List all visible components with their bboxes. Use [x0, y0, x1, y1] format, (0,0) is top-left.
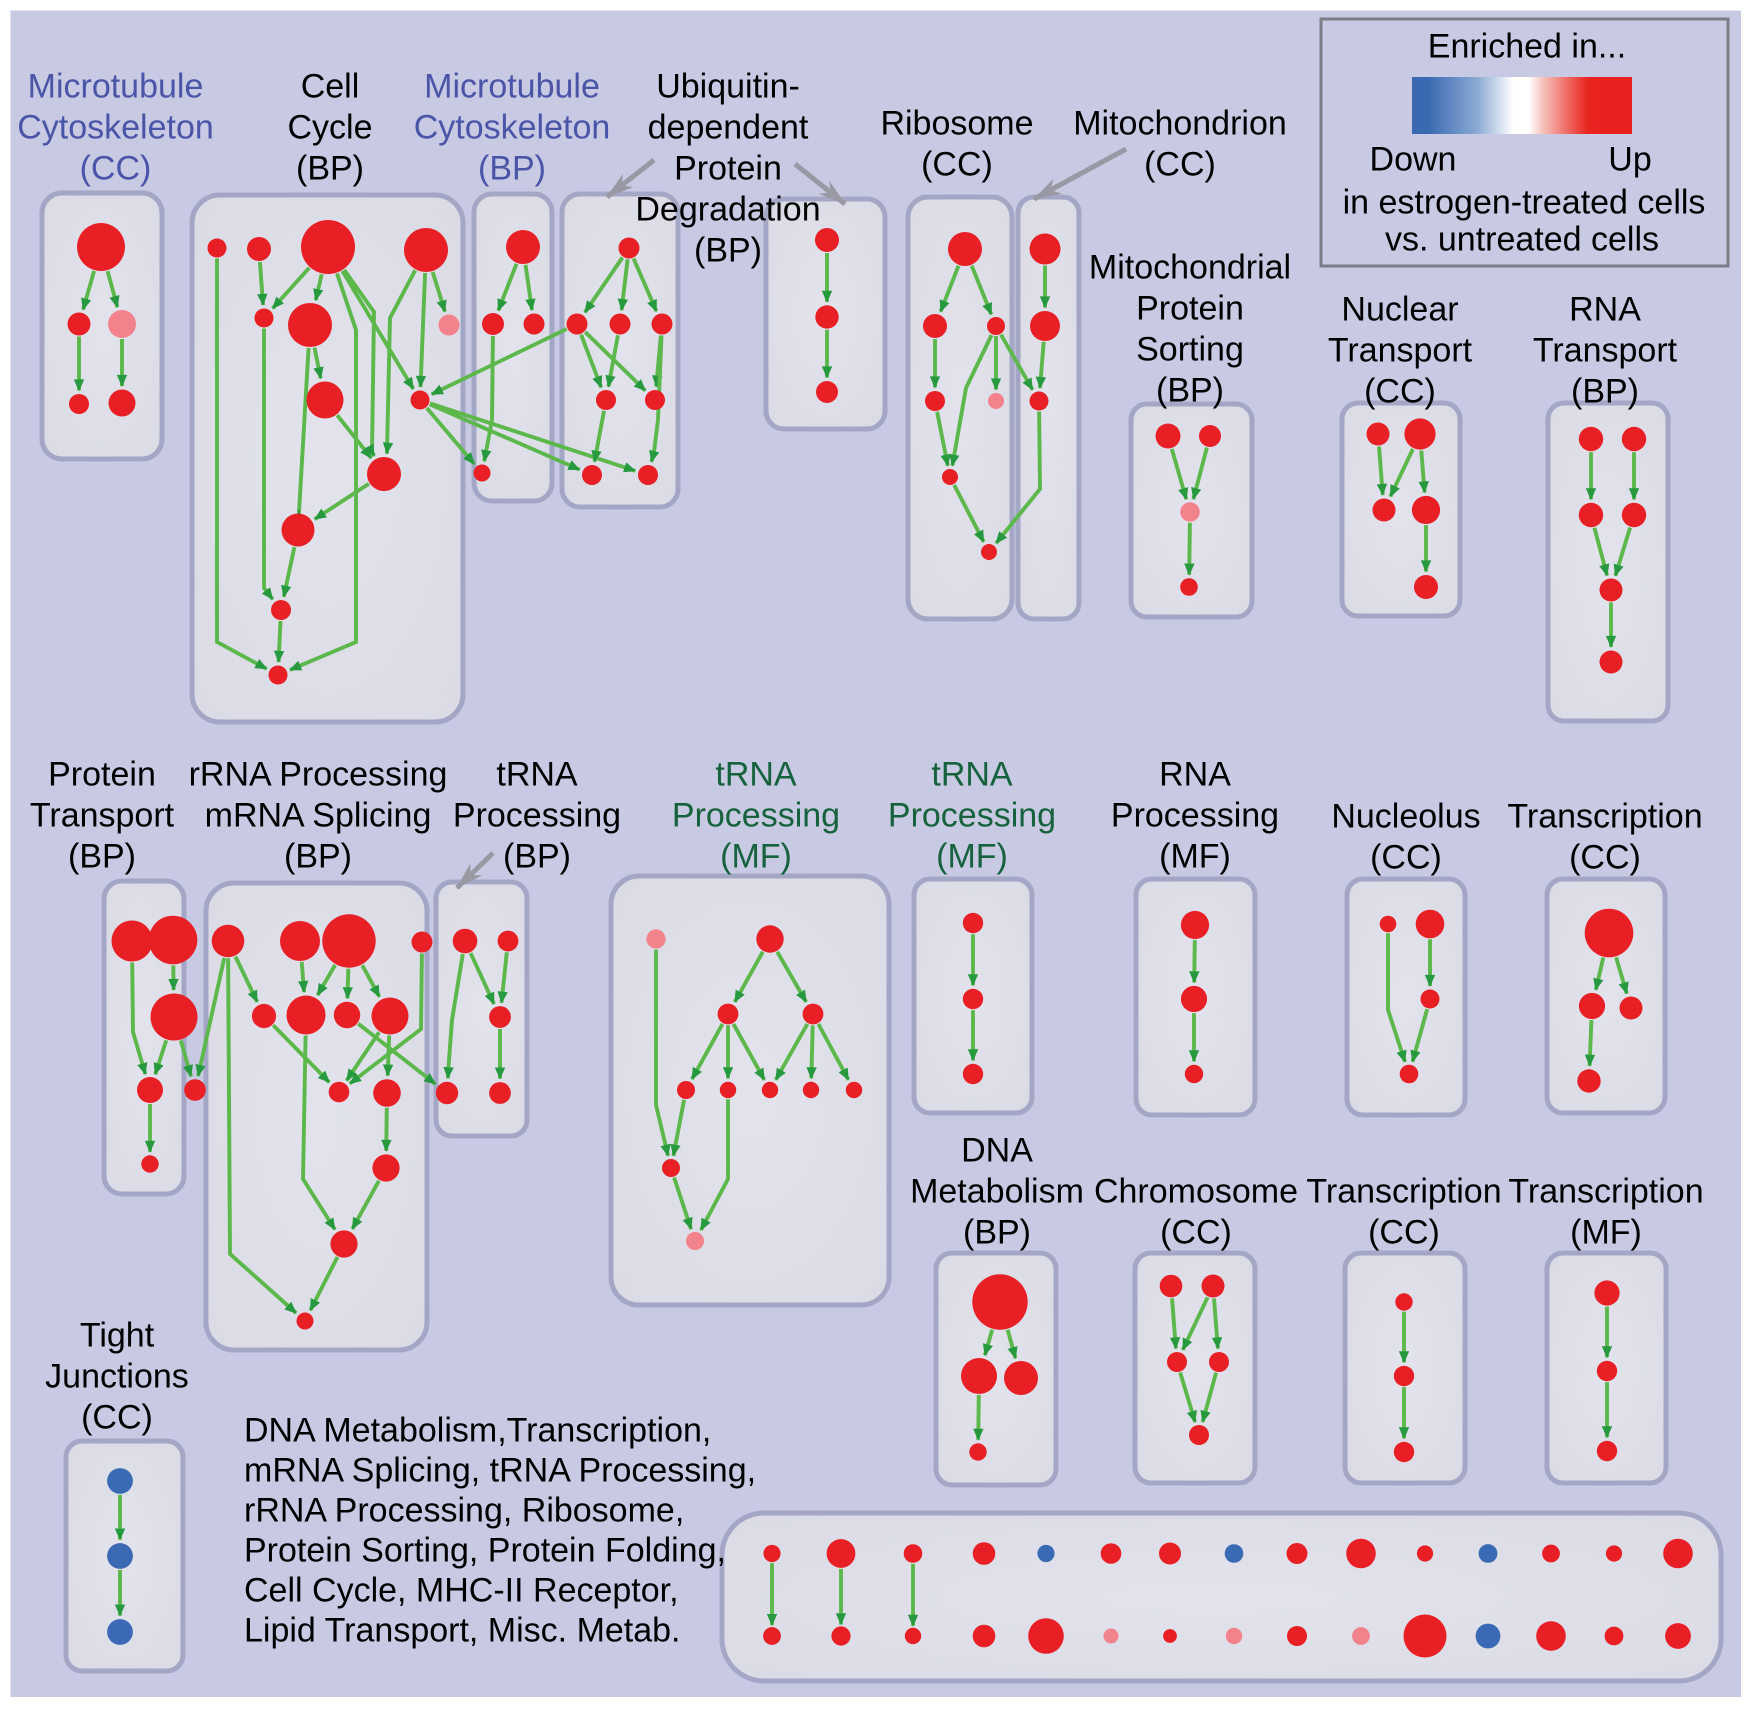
- svg-text:mRNA Splicing, tRNA Processing: mRNA Splicing, tRNA Processing,: [244, 1452, 756, 1490]
- svg-text:Transport: Transport: [30, 797, 175, 835]
- svg-text:(MF): (MF): [720, 838, 792, 876]
- svg-text:(MF): (MF): [936, 838, 1008, 876]
- svg-text:Cytoskeleton: Cytoskeleton: [414, 109, 611, 147]
- svg-text:(MF): (MF): [1159, 838, 1231, 876]
- svg-text:Sorting: Sorting: [1136, 331, 1244, 369]
- svg-text:(BP): (BP): [694, 232, 762, 270]
- svg-text:Transcription: Transcription: [1508, 1173, 1703, 1211]
- svg-text:Microtubule: Microtubule: [28, 68, 204, 106]
- svg-text:(BP): (BP): [963, 1214, 1031, 1252]
- svg-text:(BP): (BP): [68, 838, 136, 876]
- svg-text:Processing: Processing: [1111, 797, 1279, 835]
- svg-text:(CC): (CC): [1160, 1214, 1232, 1252]
- svg-text:rRNA Processing: rRNA Processing: [189, 756, 448, 794]
- svg-text:(BP): (BP): [1571, 373, 1639, 411]
- svg-text:Up: Up: [1608, 141, 1651, 179]
- svg-text:Metabolism: Metabolism: [910, 1173, 1084, 1211]
- svg-text:DNA: DNA: [961, 1132, 1033, 1170]
- svg-text:(BP): (BP): [284, 838, 352, 876]
- svg-text:Transport: Transport: [1328, 332, 1473, 370]
- svg-text:(CC): (CC): [1370, 839, 1442, 877]
- svg-text:Mitochondrial: Mitochondrial: [1089, 249, 1291, 287]
- svg-text:Chromosome: Chromosome: [1094, 1173, 1298, 1211]
- svg-text:Nuclear: Nuclear: [1341, 291, 1458, 329]
- svg-text:RNA: RNA: [1569, 291, 1641, 329]
- svg-text:Protein: Protein: [674, 150, 782, 188]
- svg-text:(CC): (CC): [1364, 373, 1436, 411]
- svg-text:Cycle: Cycle: [287, 109, 372, 147]
- svg-text:Lipid Transport, Misc. Metab.: Lipid Transport, Misc. Metab.: [244, 1612, 681, 1650]
- svg-text:rRNA Processing, Ribosome,: rRNA Processing, Ribosome,: [244, 1492, 684, 1530]
- svg-text:vs. untreated cells: vs. untreated cells: [1385, 221, 1659, 259]
- svg-text:Transcription: Transcription: [1306, 1173, 1501, 1211]
- svg-text:Down: Down: [1370, 141, 1457, 179]
- svg-text:Ubiquitin-: Ubiquitin-: [656, 68, 800, 106]
- svg-text:(MF): (MF): [1570, 1214, 1642, 1252]
- svg-text:Protein: Protein: [1136, 290, 1244, 328]
- svg-text:Processing: Processing: [453, 797, 621, 835]
- svg-text:Cell Cycle, MHC-II Receptor,: Cell Cycle, MHC-II Receptor,: [244, 1572, 679, 1610]
- svg-text:(CC): (CC): [1144, 146, 1216, 184]
- svg-text:(CC): (CC): [1368, 1214, 1440, 1252]
- svg-text:RNA: RNA: [1159, 756, 1231, 794]
- svg-text:Degradation: Degradation: [635, 191, 820, 229]
- svg-text:Processing: Processing: [672, 797, 840, 835]
- svg-text:(CC): (CC): [80, 150, 152, 188]
- svg-text:Junctions: Junctions: [45, 1358, 189, 1396]
- svg-text:mRNA Splicing: mRNA Splicing: [205, 797, 432, 835]
- svg-text:DNA Metabolism,Transcription,: DNA Metabolism,Transcription,: [244, 1412, 711, 1450]
- svg-text:dependent: dependent: [648, 109, 809, 147]
- svg-text:Nucleolus: Nucleolus: [1331, 798, 1480, 836]
- svg-text:Protein Sorting, Protein Foldi: Protein Sorting, Protein Folding,: [244, 1532, 726, 1570]
- svg-text:(BP): (BP): [503, 838, 571, 876]
- svg-text:(CC): (CC): [1569, 839, 1641, 877]
- svg-text:tRNA: tRNA: [931, 756, 1013, 794]
- svg-text:(BP): (BP): [478, 150, 546, 188]
- svg-text:Cytoskeleton: Cytoskeleton: [17, 109, 214, 147]
- svg-text:Transcription: Transcription: [1507, 798, 1702, 836]
- svg-text:Microtubule: Microtubule: [424, 68, 600, 106]
- svg-text:tRNA: tRNA: [715, 756, 797, 794]
- svg-text:(CC): (CC): [921, 146, 993, 184]
- svg-text:(CC): (CC): [81, 1399, 153, 1437]
- svg-text:Transport: Transport: [1533, 332, 1678, 370]
- svg-text:Protein: Protein: [48, 756, 156, 794]
- svg-text:tRNA: tRNA: [496, 756, 578, 794]
- svg-text:Ribosome: Ribosome: [880, 105, 1033, 143]
- svg-text:Enriched in...: Enriched in...: [1428, 28, 1626, 66]
- svg-text:Cell: Cell: [301, 68, 360, 106]
- svg-text:(BP): (BP): [1156, 372, 1224, 410]
- svg-text:in estrogen-treated cells: in estrogen-treated cells: [1343, 184, 1706, 222]
- svg-text:Processing: Processing: [888, 797, 1056, 835]
- svg-text:Tight: Tight: [80, 1317, 155, 1355]
- svg-text:(BP): (BP): [296, 150, 364, 188]
- svg-text:Mitochondrion: Mitochondrion: [1073, 105, 1287, 143]
